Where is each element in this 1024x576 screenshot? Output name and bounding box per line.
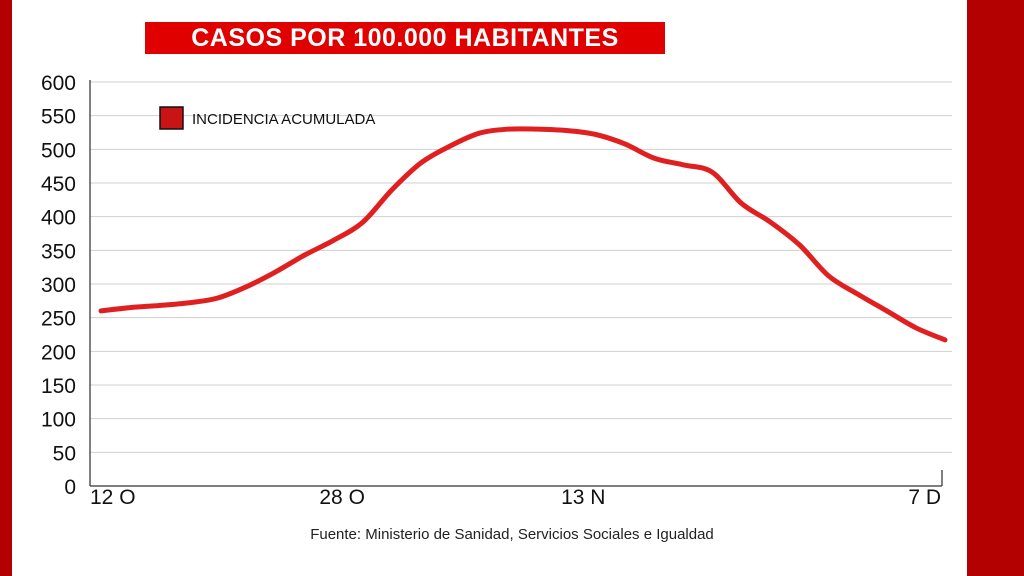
y-tick-label: 600 [41,72,76,95]
y-tick-label: 150 [41,375,76,398]
y-tick-label: 0 [64,476,76,499]
legend-label: INCIDENCIA ACUMULADA [192,111,375,128]
y-tick-label: 500 [41,139,76,162]
series-line-incidencia [98,126,948,343]
y-tick-label: 400 [41,207,76,230]
x-axis-ticks: 12 O 28 O 13 N 7 D [90,486,941,509]
source-note: Fuente: Ministerio de Sanidad, Servicios… [310,526,714,543]
x-tick-label: 28 O [319,486,365,509]
y-tick-label: 100 [41,409,76,432]
x-tick-label: 12 O [90,486,136,509]
y-axis-ticks: 0 50 100 150 200 250 300 350 400 450 500 550 600 [41,72,76,499]
x-tick-label: 13 N [561,486,605,509]
y-tick-label: 350 [41,240,76,263]
legend-swatch [159,106,184,130]
chart-card [12,0,967,576]
gridlines [90,81,952,453]
y-tick-label: 50 [53,442,76,465]
y-tick-label: 300 [41,274,76,297]
legend: INCIDENCIA ACUMULADA [159,106,375,130]
chart-title: CASOS POR 100.000 HABITANTES [145,22,665,54]
x-tick-label: 7 D [908,486,941,509]
y-tick-label: 250 [41,308,76,331]
y-tick-label: 550 [41,106,76,129]
y-tick-label: 450 [41,173,76,196]
y-tick-label: 200 [41,341,76,364]
